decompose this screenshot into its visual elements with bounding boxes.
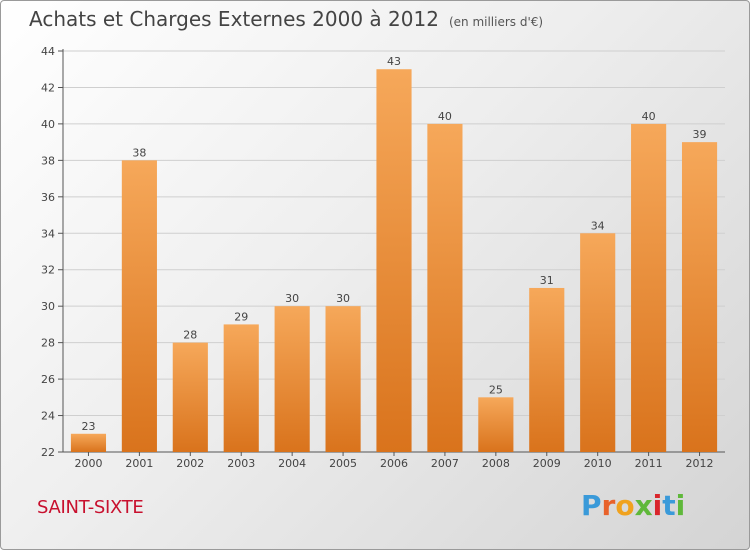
- value-label-2005: 30: [336, 292, 350, 305]
- x-tick-label-2001: 2001: [125, 457, 153, 470]
- value-label-2010: 34: [591, 219, 605, 232]
- logo-letter: i: [675, 489, 686, 522]
- proxiti-logo: Proxiti: [581, 489, 685, 522]
- y-tick-label: 34: [41, 227, 55, 240]
- bar-2000: [70, 433, 107, 452]
- x-tick-label-2008: 2008: [482, 457, 510, 470]
- x-tick-label-2004: 2004: [278, 457, 306, 470]
- y-tick-label: 30: [41, 300, 55, 313]
- x-tick-label-2009: 2009: [533, 457, 561, 470]
- y-tick-label: 22: [41, 446, 55, 459]
- chart-title-text: Achats et Charges Externes 2000 à 2012: [29, 7, 439, 31]
- x-tick-label-2002: 2002: [176, 457, 204, 470]
- y-tick-label: 38: [41, 154, 55, 167]
- chart-title: Achats et Charges Externes 2000 à 2012 (e…: [29, 7, 543, 31]
- bar-2007: [427, 123, 463, 452]
- value-label-2006: 43: [387, 55, 401, 68]
- y-tick-label: 26: [41, 373, 55, 386]
- value-label-2009: 31: [540, 274, 554, 287]
- y-tick-label: 24: [41, 410, 55, 423]
- value-label-2004: 30: [285, 292, 299, 305]
- bar-2009: [529, 287, 565, 452]
- value-label-2012: 39: [693, 128, 707, 141]
- y-tick-label: 44: [41, 45, 55, 58]
- x-tick-label-2010: 2010: [584, 457, 612, 470]
- bar-2010: [580, 233, 616, 452]
- y-tick-label: 40: [41, 118, 55, 131]
- value-label-2008: 25: [489, 383, 503, 396]
- y-tick-label: 32: [41, 264, 55, 277]
- bar-2008: [478, 397, 514, 452]
- y-tick-labels: 22 24 26 28 30 32 34 36 38 40 42 44: [41, 45, 55, 459]
- bar-2005: [325, 306, 361, 452]
- value-label-2003: 29: [234, 310, 248, 323]
- bar-2003: [223, 324, 259, 452]
- bar-2006: [376, 69, 412, 453]
- logo-letter: r: [601, 489, 616, 522]
- y-tick-label: 36: [41, 191, 55, 204]
- value-label-2007: 40: [438, 110, 452, 123]
- y-tick-label: 42: [41, 81, 55, 94]
- x-tick-label-2006: 2006: [380, 457, 408, 470]
- x-tick-label-2005: 2005: [329, 457, 357, 470]
- logo-letter: i: [652, 489, 663, 522]
- logo-letter: t: [662, 489, 676, 522]
- bar-2004: [274, 306, 310, 452]
- bars: [70, 69, 718, 453]
- x-tick-label-2007: 2007: [431, 457, 459, 470]
- bar-2011: [631, 123, 667, 452]
- x-tick-labels: 2000 2001 2002 2003 2004 2005 2006 2007 2008 2009…: [74, 457, 713, 470]
- x-tick-label-2011: 2011: [635, 457, 663, 470]
- chart-subtitle: (en milliers d'€): [448, 15, 544, 29]
- value-label-2011: 40: [642, 110, 656, 123]
- value-label-2002: 28: [183, 329, 197, 342]
- bar-2002: [172, 342, 208, 452]
- logo-letter: o: [615, 489, 635, 522]
- bar-2012: [681, 142, 718, 453]
- x-tick-label-2003: 2003: [227, 457, 255, 470]
- bar-2001: [121, 160, 157, 452]
- y-tick-label: 28: [41, 337, 55, 350]
- value-label-2001: 38: [132, 146, 146, 159]
- x-tick-label-2012: 2012: [686, 457, 714, 470]
- logo-letter: x: [634, 489, 653, 522]
- data-labels: 23 38 28 29 30 30 43 40 25 31 34 40 39: [81, 55, 706, 433]
- x-tick-label-2000: 2000: [74, 457, 102, 470]
- place-name: SAINT-SIXTE: [37, 497, 144, 518]
- logo-letter: P: [581, 489, 602, 522]
- value-label-2000: 23: [81, 420, 95, 433]
